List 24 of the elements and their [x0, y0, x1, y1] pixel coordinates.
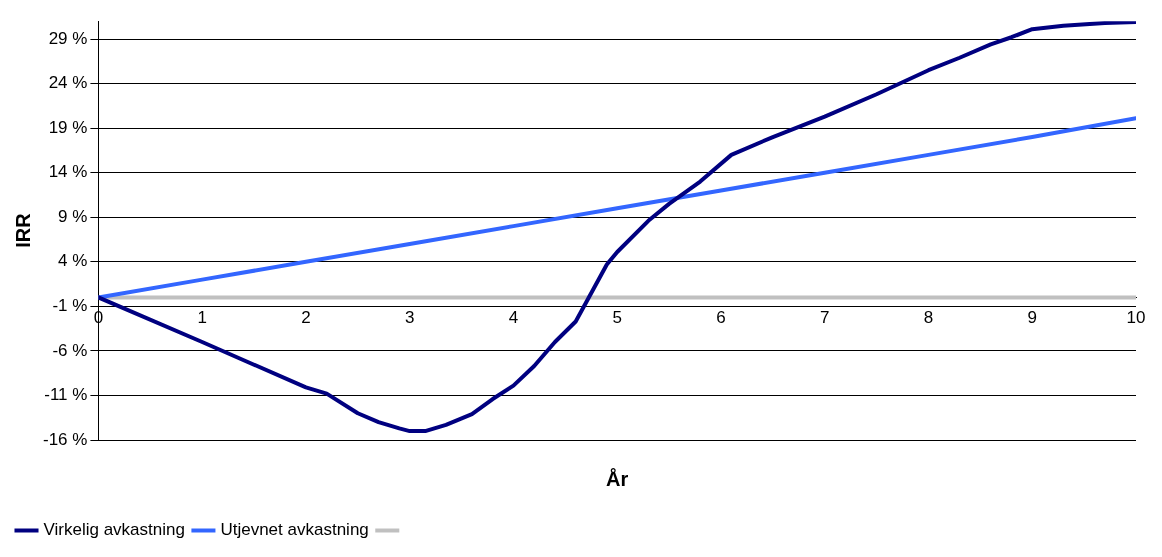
- y-tick-label: -11 %: [44, 385, 88, 405]
- y-tick-label: 19 %: [48, 117, 88, 137]
- x-axis-title: År: [606, 466, 629, 490]
- y-tick-label: -6 %: [52, 340, 88, 360]
- y-tick-label: 9 %: [58, 206, 88, 226]
- x-tick-label: 10: [1126, 308, 1146, 328]
- x-tick-label: 4: [508, 308, 519, 328]
- y-tick-label: 14 %: [48, 162, 88, 182]
- y-tick-label: 24 %: [48, 73, 88, 93]
- x-tick-label: 8: [923, 308, 934, 328]
- x-tick-label: 2: [301, 308, 311, 328]
- x-tick-label: 3: [404, 308, 415, 328]
- x-tick-label: 1: [197, 308, 207, 328]
- x-tick-label: 6: [716, 308, 726, 328]
- legend-label: Utjevnet avkastning: [220, 520, 369, 540]
- legend-label: Virkelig avkastning: [43, 520, 185, 540]
- y-tick-label: -16 %: [42, 429, 88, 449]
- y-tick-label: 29 %: [48, 28, 88, 48]
- x-tick-label: 9: [1027, 308, 1037, 328]
- y-tick-label: -1 %: [52, 296, 88, 316]
- x-tick-label: 5: [612, 308, 622, 328]
- y-axis-title: IRR: [11, 212, 34, 248]
- y-tick-label: 4 %: [58, 251, 88, 271]
- x-tick-label: 7: [819, 308, 830, 328]
